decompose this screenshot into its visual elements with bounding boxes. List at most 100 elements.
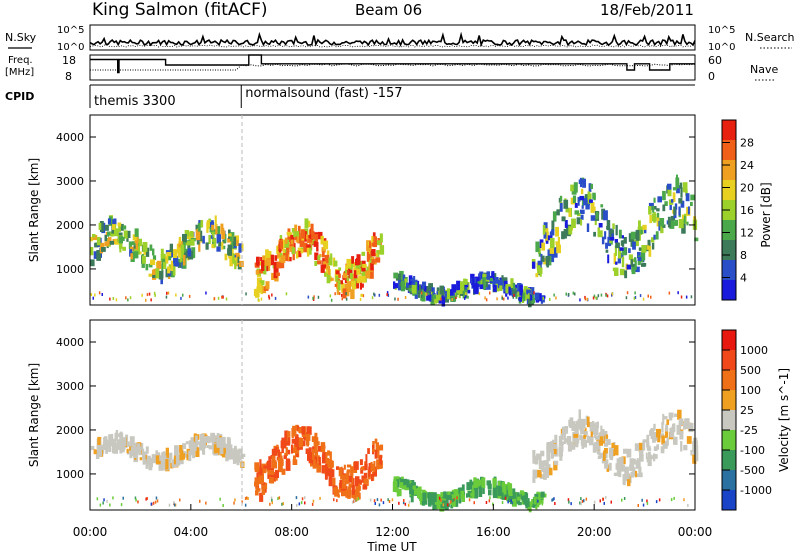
echo-cell [120, 241, 123, 249]
echo-cell [120, 443, 125, 449]
echo-cell [472, 483, 475, 493]
echo-cell [634, 443, 640, 451]
echo-cell [493, 285, 497, 292]
echo-cell [526, 289, 531, 294]
echo-cell [114, 238, 120, 245]
echo-cell [260, 297, 263, 301]
echo-cell [351, 485, 355, 495]
beam-title: Beam 06 [355, 1, 422, 19]
echo-cell [565, 207, 570, 213]
echo-cell [312, 296, 314, 300]
echo-cell [119, 431, 123, 442]
echo-cell [570, 184, 575, 192]
echo-cell [435, 295, 440, 303]
echo-cell [267, 472, 272, 479]
echo-cell [155, 268, 160, 279]
echo-cell [570, 502, 572, 506]
colorbar-swatch [722, 240, 736, 261]
echo-cell [286, 250, 290, 261]
colorbar-tick-label: 16 [740, 204, 754, 217]
echo-cell [537, 293, 542, 302]
echo-cell [353, 267, 358, 273]
echo-cell [213, 444, 217, 454]
y-tick-label: 2000 [56, 219, 84, 232]
echo-cell [526, 291, 528, 295]
echo-cell [373, 292, 375, 296]
colorbar-tick-label: 100 [740, 384, 761, 397]
echo-cell [646, 245, 650, 250]
echo-cell [642, 441, 646, 451]
echo-cell [484, 296, 486, 300]
y-tick-label: 2000 [56, 424, 84, 437]
echo-cell [478, 292, 481, 296]
echo-cell [152, 255, 157, 261]
echo-cell [378, 503, 381, 507]
echo-cell [267, 250, 272, 258]
echo-cell [208, 234, 211, 245]
echo-cell [314, 443, 318, 454]
echo-cell [510, 278, 514, 288]
echo-cell [574, 292, 576, 296]
echo-cell [208, 235, 214, 239]
echo-cell [346, 464, 352, 468]
echo-cell [639, 454, 644, 462]
echo-cell [648, 206, 652, 215]
echo-cell [485, 298, 488, 302]
echo-cell [228, 441, 231, 449]
echo-cell [476, 281, 481, 285]
echo-cell [614, 472, 620, 477]
echo-cell [259, 492, 264, 502]
echo-cell [512, 492, 516, 499]
echo-cell [611, 233, 614, 238]
echo-cell [174, 452, 178, 458]
echo-cell [501, 481, 505, 493]
echo-cell [553, 461, 558, 471]
echo-cell [287, 256, 292, 262]
echo-cell [620, 464, 625, 472]
echo-cell [118, 439, 122, 449]
echo-cell [613, 253, 616, 265]
echo-cell [271, 498, 273, 502]
echo-cell [515, 294, 518, 299]
colorbar-swatch [722, 350, 736, 371]
echo-cell [465, 292, 467, 296]
echo-cell [276, 245, 280, 254]
echo-cell [296, 434, 299, 439]
echo-cell [633, 296, 636, 300]
echo-cell [581, 499, 584, 503]
echo-cell [144, 455, 147, 460]
echo-cell [567, 441, 572, 452]
echo-cell [308, 426, 312, 435]
echo-cell [591, 421, 595, 426]
x-tick-label: 20:00 [577, 525, 612, 539]
echo-cell [373, 499, 376, 503]
echo-cell [599, 436, 604, 446]
echo-cell [462, 289, 468, 299]
echo-cell [232, 451, 237, 461]
echo-cell [611, 292, 613, 296]
echo-cell [112, 496, 114, 500]
echo-cell [108, 434, 113, 441]
echo-cell [551, 220, 555, 231]
echo-cell [679, 182, 683, 189]
echo-cell [328, 475, 333, 487]
echo-cell [321, 454, 326, 464]
echo-cell [142, 242, 148, 252]
echo-cell [647, 455, 652, 464]
echo-cell [311, 502, 314, 506]
echo-cell [596, 211, 599, 220]
echo-cell [365, 454, 368, 465]
echo-cell [420, 291, 423, 295]
echo-cell [600, 204, 604, 208]
echo-cell [308, 244, 312, 255]
echo-cell [180, 296, 182, 300]
echo-cell [215, 224, 218, 235]
echo-cell [341, 282, 345, 293]
echo-cell [216, 433, 220, 441]
echo-cell [130, 253, 133, 260]
echo-cell [592, 296, 595, 300]
echo-cell [177, 454, 181, 464]
echo-cell [679, 418, 684, 425]
echo-cell [330, 460, 334, 468]
echo-cell [653, 432, 658, 441]
